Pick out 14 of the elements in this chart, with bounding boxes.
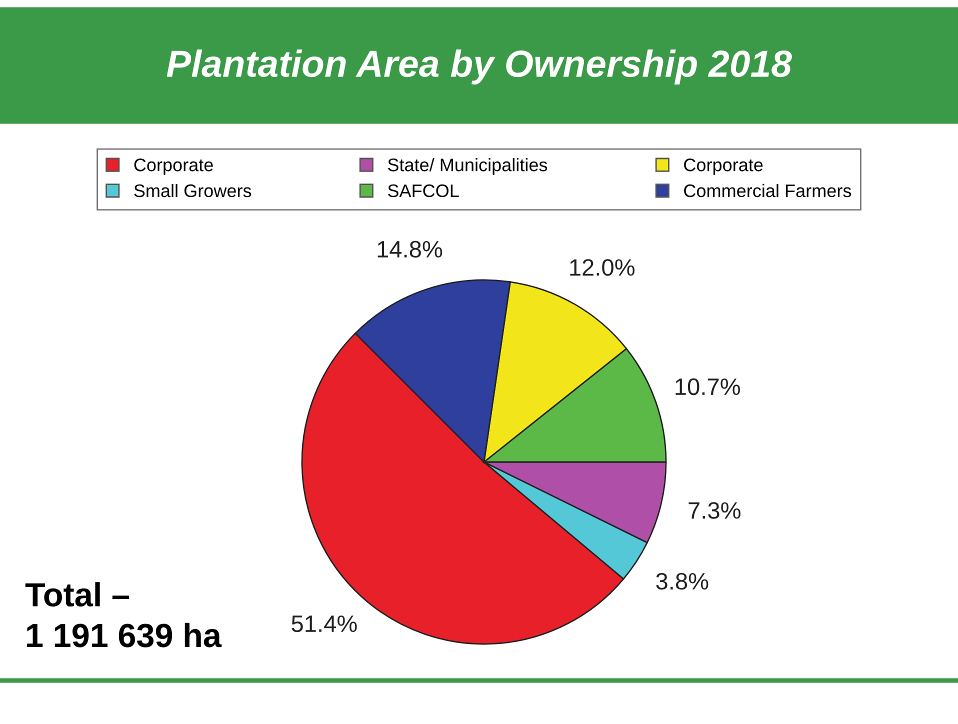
legend-label: Corporate	[684, 158, 763, 175]
legend-label: State/ Municipalities	[388, 158, 548, 175]
data-label: 51.4%	[292, 615, 357, 632]
legend-label: Corporate	[134, 158, 213, 175]
data-label: 14.8%	[378, 240, 442, 258]
legend-label: Small Growers	[134, 184, 252, 198]
data-label: 12.0%	[570, 259, 635, 276]
data-label: 3.8%	[656, 572, 708, 590]
text: Total – 1 191 639 ha	[25, 582, 222, 648]
legend-label: SAFCOL	[388, 184, 459, 198]
legend-label: Commercial Farmers	[684, 184, 852, 198]
data-label: 7.3%	[688, 502, 740, 519]
data-label: 10.7%	[676, 378, 740, 396]
chart-title: Plantation Area by Ownership 2018	[166, 50, 792, 84]
